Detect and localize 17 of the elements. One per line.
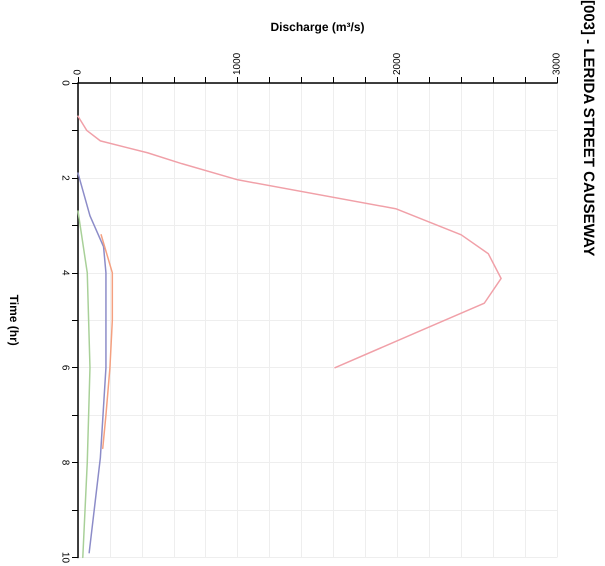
y-axis-title: Time (hr) — [7, 294, 21, 346]
x-tick-label: 0 — [72, 69, 84, 75]
y-tick-label: 4 — [60, 270, 70, 276]
line-series — [100, 234, 114, 450]
y-tick-label: 8 — [60, 460, 70, 466]
y-tick-label: 10 — [60, 552, 70, 564]
y-tick-label: 2 — [60, 175, 70, 182]
x-tick-label: 1000 — [232, 52, 244, 75]
x-tick-label: 2000 — [392, 52, 403, 75]
line-series — [77, 210, 91, 558]
line-series — [77, 115, 502, 368]
x-axis-title: Discharge (m³/s) — [270, 20, 365, 34]
line-series — [77, 172, 107, 554]
y-tick-label: 0 — [60, 80, 70, 86]
text: [003] - LERIDA STREET CAUSEWAY — [580, 0, 597, 258]
x-tick-label: 3000 — [552, 52, 562, 75]
y-tick-label: 6 — [60, 364, 70, 371]
